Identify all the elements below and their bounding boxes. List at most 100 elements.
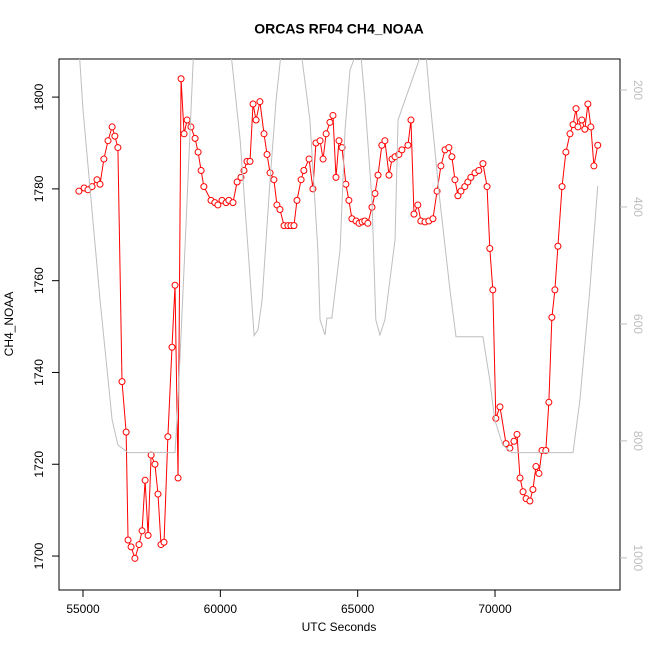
data-point — [437, 162, 445, 170]
chart-title: ORCAS RF04 CH4_NOAA — [254, 21, 424, 37]
data-point — [191, 134, 199, 142]
data-point — [381, 137, 389, 145]
y2-tick-label: 600 — [631, 314, 645, 334]
y-tick-label: 1720 — [32, 451, 46, 478]
data-point — [246, 157, 254, 165]
data-point — [429, 215, 437, 223]
y-tick-label: 1760 — [32, 267, 46, 294]
data-point — [479, 160, 487, 168]
data-point — [558, 183, 566, 191]
data-point — [542, 446, 550, 454]
data-point — [545, 398, 553, 406]
data-point — [371, 189, 379, 197]
data-point — [532, 463, 540, 471]
data-point — [122, 428, 130, 436]
data-point — [256, 98, 264, 106]
data-point — [584, 100, 592, 108]
data-point — [319, 155, 327, 163]
data-point — [407, 116, 415, 124]
x-tick-label: 65000 — [341, 602, 375, 616]
data-point — [551, 286, 559, 294]
plot-area — [75, 59, 602, 562]
data-point — [326, 118, 334, 126]
data-point — [502, 440, 510, 448]
data-point — [229, 199, 237, 207]
data-point — [535, 469, 543, 477]
data-point — [587, 123, 595, 131]
data-point — [526, 497, 534, 505]
data-point — [177, 75, 185, 83]
data-point — [144, 531, 152, 539]
data-point — [519, 488, 527, 496]
data-point — [151, 460, 159, 468]
data-point — [529, 485, 537, 493]
data-point — [335, 137, 343, 145]
data-point — [127, 543, 135, 551]
data-point — [548, 313, 556, 321]
data-point — [554, 242, 562, 250]
data-point — [300, 167, 308, 175]
data-point — [233, 178, 241, 186]
data-point — [338, 144, 346, 152]
data-point — [410, 210, 418, 218]
data-point — [141, 476, 149, 484]
data-point — [385, 171, 393, 179]
x-tick-label: 70000 — [478, 602, 512, 616]
data-point — [581, 125, 589, 133]
data-point — [445, 144, 453, 152]
data-point — [329, 111, 337, 119]
y-tick-label: 1740 — [32, 359, 46, 386]
data-point — [252, 116, 260, 124]
data-point — [270, 176, 278, 184]
data-point — [364, 219, 372, 227]
y2-tick-label: 800 — [631, 431, 645, 451]
data-point — [168, 343, 176, 351]
data-point — [147, 451, 155, 459]
data-point — [135, 541, 143, 549]
data-point — [374, 171, 382, 179]
data-point — [332, 173, 340, 181]
data-point — [290, 222, 298, 230]
data-point — [131, 554, 139, 562]
data-point — [316, 137, 324, 145]
series-line — [78, 78, 599, 560]
data-point — [100, 155, 108, 163]
plot-frame — [58, 58, 621, 591]
data-point — [174, 474, 182, 482]
data-point — [154, 490, 162, 498]
data-point — [322, 130, 330, 138]
data-point — [249, 100, 257, 108]
data-point — [96, 180, 104, 188]
y-tick-label: 1700 — [32, 542, 46, 569]
data-point — [197, 167, 205, 175]
data-point — [467, 173, 475, 181]
y-tick-label: 1800 — [32, 83, 46, 110]
data-point — [566, 130, 574, 138]
data-point — [111, 132, 119, 140]
data-point — [75, 187, 83, 195]
data-point — [448, 153, 456, 161]
data-point — [345, 196, 353, 204]
data-point — [457, 187, 465, 195]
data-point — [492, 414, 500, 422]
data-point — [293, 196, 301, 204]
data-point — [263, 150, 271, 158]
data-point — [180, 130, 188, 138]
y2-tick-label: 1000 — [631, 544, 645, 571]
y2-tick-label: 400 — [631, 197, 645, 217]
data-point — [108, 123, 116, 131]
data-point — [486, 245, 494, 253]
data-point — [276, 206, 284, 214]
data-point — [506, 444, 514, 452]
data-point — [164, 433, 172, 441]
data-point — [160, 538, 168, 546]
y-tick-label: 1780 — [32, 175, 46, 202]
data-point — [183, 116, 191, 124]
data-point — [114, 144, 122, 152]
y-axis-label: CH4_NOAA — [2, 292, 16, 357]
data-point — [451, 176, 459, 184]
data-point — [475, 167, 483, 175]
data-point — [138, 527, 146, 535]
